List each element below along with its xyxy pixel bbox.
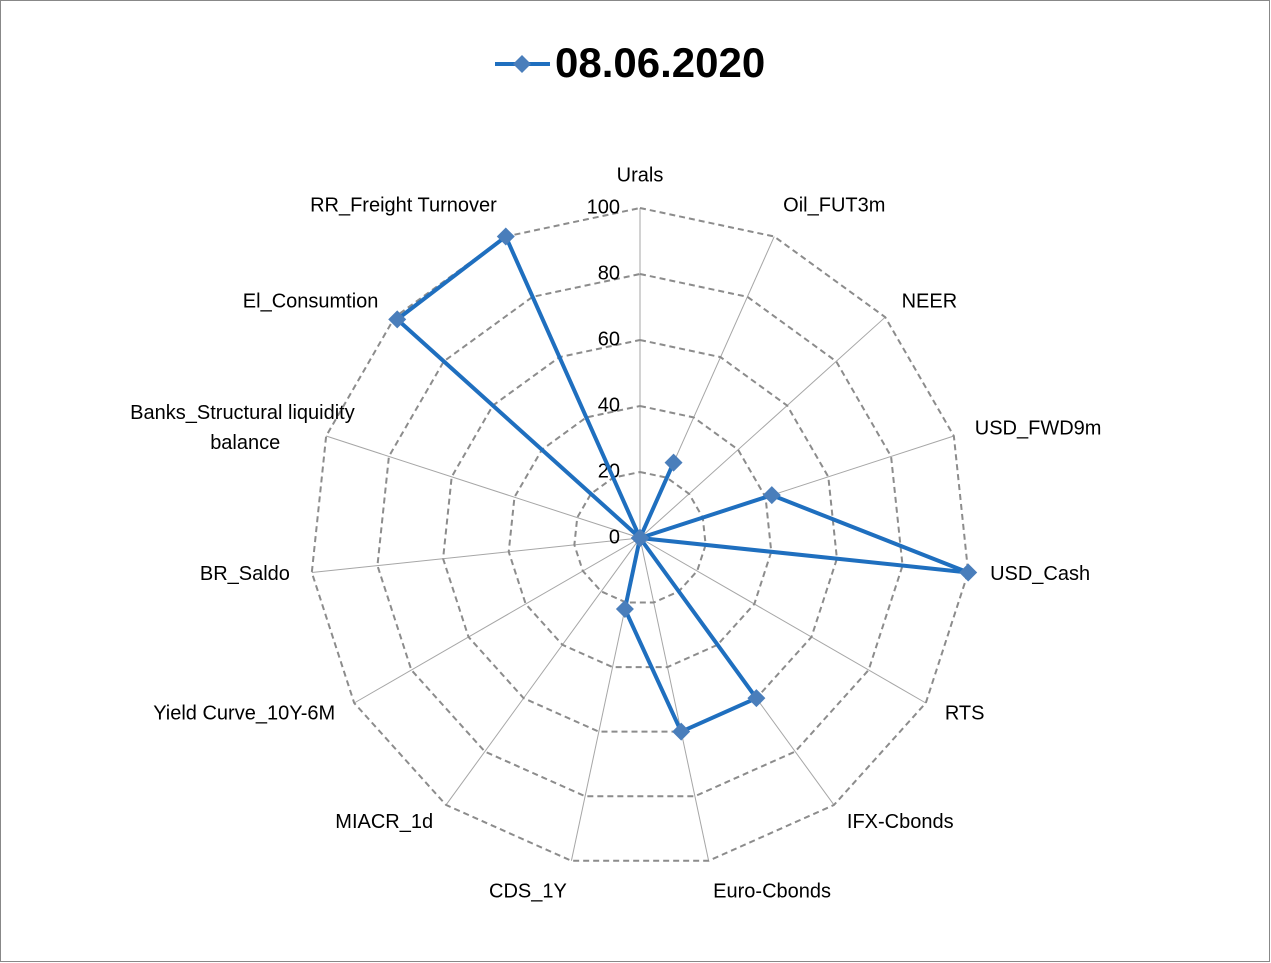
grid-line	[310, 206, 970, 862]
category-label: Urals	[617, 164, 664, 186]
category-label: RR_Freight Turnover	[310, 195, 497, 217]
radial-axis	[639, 537, 927, 704]
grid-line	[442, 338, 838, 733]
r-tick-label: 80	[598, 262, 620, 284]
category-label: Euro-Cbonds	[713, 881, 831, 903]
category-label: RTS	[945, 702, 985, 724]
category-label: USD_Cash	[990, 563, 1090, 585]
data-point	[664, 453, 683, 472]
data-point	[762, 486, 781, 505]
grid-line	[376, 272, 904, 798]
radial-axis	[639, 316, 886, 539]
data-point	[959, 563, 978, 582]
category-label: NEER	[902, 291, 958, 313]
r-tick-label: 60	[598, 328, 620, 350]
radial-axis	[353, 537, 641, 704]
category-label: BR_Saldo	[200, 563, 290, 585]
category-label: Oil_FUT3m	[783, 195, 885, 217]
data-point	[388, 310, 407, 329]
category-label: Banks_Structural liquidity balance	[130, 403, 360, 455]
radial-axis	[325, 435, 641, 539]
r-tick-label: 100	[587, 196, 620, 218]
data-point	[496, 227, 515, 246]
category-label-line: Banks_Structural liquidity	[130, 403, 360, 425]
data-point	[672, 722, 691, 741]
radial-axis	[639, 537, 710, 861]
grid-line	[507, 404, 773, 669]
r-tick-label: 0	[609, 526, 620, 548]
legend-marker	[513, 55, 531, 73]
category-label: IFX-Cbonds	[847, 811, 954, 833]
radial-axis	[445, 537, 641, 806]
legend-label: 08.06.2020	[555, 39, 765, 86]
radial-axis	[311, 537, 641, 573]
category-label: CDS_1Y	[489, 881, 567, 903]
data-point	[631, 529, 649, 547]
grid-line	[573, 470, 707, 604]
data-point	[615, 600, 634, 619]
category-label: Yield Curve_10Y-6M	[153, 702, 335, 724]
data-point	[747, 689, 766, 708]
category-label: MIACR_1d	[335, 811, 433, 833]
category-label: USD_FWD9m	[975, 418, 1102, 440]
category-label-line: balance	[210, 433, 280, 455]
category-label: El_Consumtion	[243, 291, 379, 313]
r-tick-label: 40	[598, 394, 620, 416]
